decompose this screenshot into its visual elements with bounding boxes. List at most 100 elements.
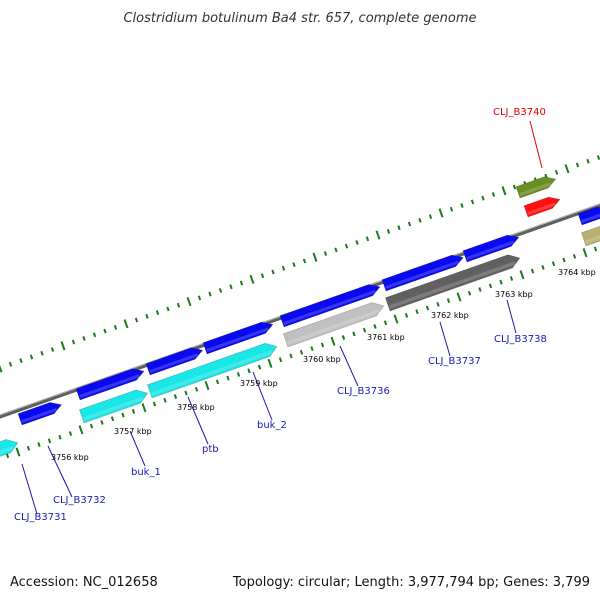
tick-mark: [564, 164, 570, 174]
tick-mark: [407, 221, 412, 227]
inner-tick-row: [5, 246, 598, 459]
gene-label-clj-b3738[interactable]: CLJ_B3738: [494, 334, 547, 345]
tick-mark: [373, 324, 377, 329]
gene-label-ptb[interactable]: ptb: [202, 444, 219, 455]
gene-cog-khaki-feature[interactable]: [581, 225, 600, 247]
tick-mark: [415, 309, 419, 315]
tick-mark: [478, 287, 482, 292]
tick-mark: [352, 331, 356, 337]
gene-cog-darkgray-feature[interactable]: [385, 254, 521, 312]
tick-mark: [418, 217, 422, 223]
tick-mark: [386, 228, 391, 234]
label-leaders: [21, 120, 543, 515]
tick-mark: [362, 327, 367, 333]
tick-mark: [8, 361, 13, 367]
tick-mark: [596, 155, 600, 160]
tick-mark: [519, 270, 525, 280]
gene-highlight: [149, 353, 199, 373]
tick-mark: [428, 214, 433, 220]
tick-mark: [278, 357, 283, 363]
gene-track: [0, 176, 600, 461]
gene-clj-b3736-feature[interactable]: [381, 254, 464, 292]
gene-highlight: [21, 407, 58, 423]
tick-mark: [404, 312, 409, 318]
tick-mark: [47, 438, 52, 444]
gene-clj-b3738-feature[interactable]: [577, 206, 600, 226]
tick-mark: [334, 247, 338, 253]
gene-highlight: [0, 446, 14, 455]
tick-mark: [323, 251, 328, 256]
tick-mark: [123, 319, 129, 329]
kbp-label: 3756 kbp: [51, 453, 89, 462]
gene-highlight: [287, 309, 380, 345]
tick-mark: [267, 358, 273, 368]
tick-mark: [208, 291, 212, 297]
tick-mark: [289, 353, 293, 359]
tick-mark: [0, 365, 3, 373]
gene-highlight: [585, 235, 600, 244]
gene-clj-b3740-red-feature[interactable]: [523, 196, 561, 218]
gene-clj-b3737-feature[interactable]: [462, 234, 520, 263]
gene-cog-cyan-feature[interactable]: [79, 389, 149, 424]
tick-mark: [26, 445, 31, 451]
tick-mark: [5, 453, 10, 459]
tick-mark: [218, 288, 223, 293]
tick-mark: [15, 447, 21, 457]
tick-mark: [110, 416, 115, 422]
gene-clj-b3732-feature[interactable]: [75, 368, 145, 401]
tick-mark: [449, 206, 454, 212]
tick-mark: [78, 425, 84, 435]
label-leader-line: [187, 396, 209, 445]
genome-title: Clostridium botulinum Ba4 str. 657, comp…: [123, 11, 476, 26]
tick-mark: [131, 408, 136, 414]
tick-mark: [260, 273, 265, 279]
tick-mark: [312, 252, 318, 262]
tick-mark: [310, 346, 314, 352]
gene-ptb-feature[interactable]: [202, 321, 274, 355]
tick-mark: [184, 390, 188, 396]
tick-mark: [103, 328, 107, 334]
gene-highlight: [519, 182, 552, 196]
kbp-label: 3757 kbp: [114, 427, 152, 436]
gene-label-clj-b3740[interactable]: CLJ_B3740: [493, 107, 546, 118]
gene-label-clj-b3737[interactable]: CLJ_B3737: [428, 356, 481, 367]
tick-mark: [173, 394, 178, 400]
gene-buk-2-feature[interactable]: [279, 284, 381, 328]
gene-label-clj-b3736[interactable]: CLJ_B3736: [337, 386, 390, 397]
gene-clj-b3740-feature[interactable]: [515, 176, 557, 199]
kbp-label: 3763 kbp: [495, 290, 533, 299]
label-leader-line: [439, 321, 451, 357]
tick-mark: [554, 169, 559, 175]
gene-label-buk-1[interactable]: buk_1: [131, 467, 161, 478]
tick-mark: [467, 290, 472, 296]
tick-mark: [89, 423, 94, 429]
tick-mark: [302, 258, 307, 264]
tick-mark: [320, 342, 325, 348]
tick-mark: [541, 264, 545, 270]
gene-cog-cyan-feature[interactable]: [0, 439, 19, 461]
tick-mark: [355, 240, 359, 245]
gene-cog-cyan-feature[interactable]: [147, 342, 278, 399]
gene-clj-b3731-feature[interactable]: [17, 402, 63, 426]
gene-highlight: [283, 290, 376, 325]
kbp-label: 3762 kbp: [431, 311, 469, 320]
tick-mark: [299, 349, 304, 355]
gene-cog-gray-feature[interactable]: [283, 302, 385, 348]
tick-mark: [152, 401, 157, 407]
label-leader-line: [529, 120, 543, 169]
gene-buk-1-feature[interactable]: [145, 347, 204, 376]
tick-mark: [436, 301, 440, 307]
genome-summary-text: Topology: circular; Length: 3,977,794 bp…: [232, 575, 590, 590]
tick-mark: [236, 372, 241, 377]
tick-mark: [50, 347, 55, 352]
gene-label-clj-b3732[interactable]: CLJ_B3732: [53, 495, 106, 506]
gene-highlight: [151, 349, 273, 396]
tick-mark: [582, 248, 588, 258]
gene-label-buk-2[interactable]: buk_2: [257, 420, 287, 431]
tick-mark: [562, 257, 566, 263]
tick-mark: [247, 368, 251, 374]
tick-mark: [551, 261, 556, 267]
accession-text: Accession: NC_012658: [10, 575, 158, 590]
gene-label-clj-b3731[interactable]: CLJ_B3731: [14, 512, 67, 523]
